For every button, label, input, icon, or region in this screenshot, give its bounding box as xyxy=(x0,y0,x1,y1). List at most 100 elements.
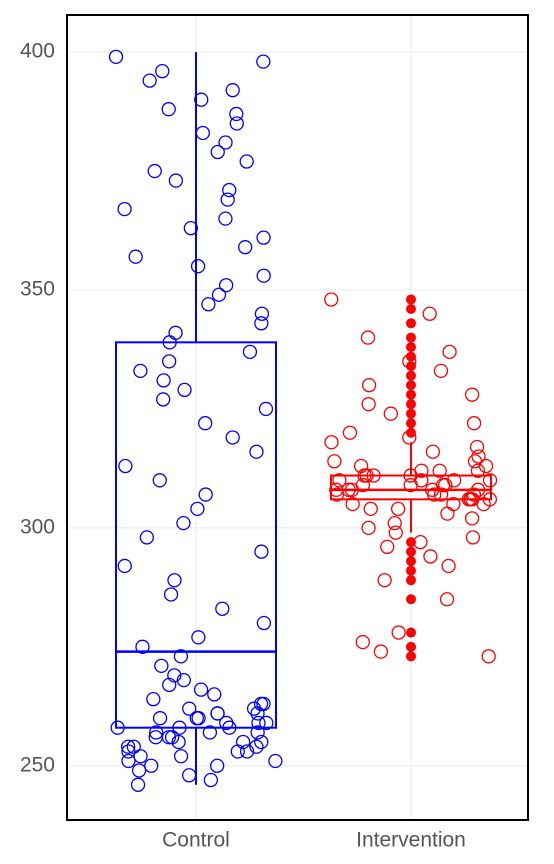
point xyxy=(191,630,206,645)
point xyxy=(373,644,389,659)
outlier xyxy=(406,651,416,662)
point xyxy=(383,406,398,421)
point xyxy=(355,477,371,493)
point xyxy=(131,763,147,778)
point xyxy=(268,753,283,769)
point xyxy=(133,749,148,764)
point xyxy=(481,649,496,664)
point xyxy=(256,230,271,245)
point xyxy=(135,639,150,654)
point xyxy=(121,739,136,754)
point xyxy=(380,539,395,555)
point xyxy=(363,501,378,516)
point xyxy=(139,530,155,545)
point xyxy=(250,725,265,740)
point xyxy=(215,601,230,616)
point xyxy=(156,392,171,407)
point xyxy=(324,292,339,307)
point xyxy=(355,634,370,650)
point xyxy=(422,306,437,321)
point xyxy=(332,473,347,488)
point xyxy=(324,435,339,450)
point xyxy=(225,83,240,98)
point xyxy=(133,363,148,379)
point xyxy=(181,768,197,783)
point xyxy=(242,344,258,359)
outlier xyxy=(406,370,416,381)
outlier xyxy=(406,304,416,315)
point xyxy=(155,63,170,79)
point xyxy=(182,701,197,716)
point xyxy=(258,401,274,417)
point xyxy=(442,344,457,359)
point xyxy=(201,297,216,312)
outlier xyxy=(406,399,416,410)
outlier xyxy=(406,418,416,429)
outlier xyxy=(406,565,416,576)
point xyxy=(464,387,480,402)
point xyxy=(207,687,222,702)
point xyxy=(219,278,234,293)
point xyxy=(423,549,438,564)
point xyxy=(249,739,264,754)
point xyxy=(144,758,159,773)
point xyxy=(465,530,481,545)
outlier xyxy=(406,294,416,305)
point xyxy=(162,677,177,693)
point xyxy=(195,125,211,141)
point xyxy=(256,54,271,69)
point xyxy=(229,106,244,122)
point xyxy=(198,416,213,431)
point xyxy=(146,692,161,707)
point xyxy=(440,506,455,521)
point xyxy=(433,363,449,379)
point xyxy=(470,463,486,478)
outlier xyxy=(406,427,416,438)
point xyxy=(168,173,184,188)
point xyxy=(108,49,124,65)
point xyxy=(128,249,143,264)
point xyxy=(465,511,480,526)
point xyxy=(149,725,164,740)
point xyxy=(220,192,235,207)
y-tick-label: 300 xyxy=(20,515,55,538)
outlier xyxy=(406,641,416,652)
point xyxy=(476,496,491,512)
point xyxy=(190,259,206,274)
point xyxy=(441,558,456,574)
point xyxy=(176,672,191,688)
point xyxy=(425,444,441,459)
outlier xyxy=(406,408,416,419)
point xyxy=(403,477,418,493)
point xyxy=(173,749,189,764)
point xyxy=(259,715,274,731)
outlier xyxy=(406,361,416,372)
point xyxy=(360,330,376,345)
point xyxy=(361,377,377,393)
point xyxy=(254,316,269,331)
point xyxy=(152,711,168,726)
point xyxy=(254,734,269,750)
x-tick-label: Intervention xyxy=(356,829,466,852)
point xyxy=(210,706,225,721)
point xyxy=(229,116,244,131)
point xyxy=(225,430,240,445)
outlier xyxy=(406,351,416,362)
point xyxy=(391,625,406,640)
point xyxy=(161,102,176,117)
point xyxy=(469,439,485,455)
point xyxy=(246,701,262,716)
point xyxy=(177,382,192,398)
outlier xyxy=(406,332,416,343)
point xyxy=(210,144,225,160)
point xyxy=(210,758,225,773)
point xyxy=(121,744,136,759)
point xyxy=(193,682,209,697)
point xyxy=(478,458,494,474)
point xyxy=(142,73,157,88)
point xyxy=(250,706,265,721)
point xyxy=(117,201,132,217)
point xyxy=(198,487,213,502)
outlier xyxy=(406,594,416,605)
